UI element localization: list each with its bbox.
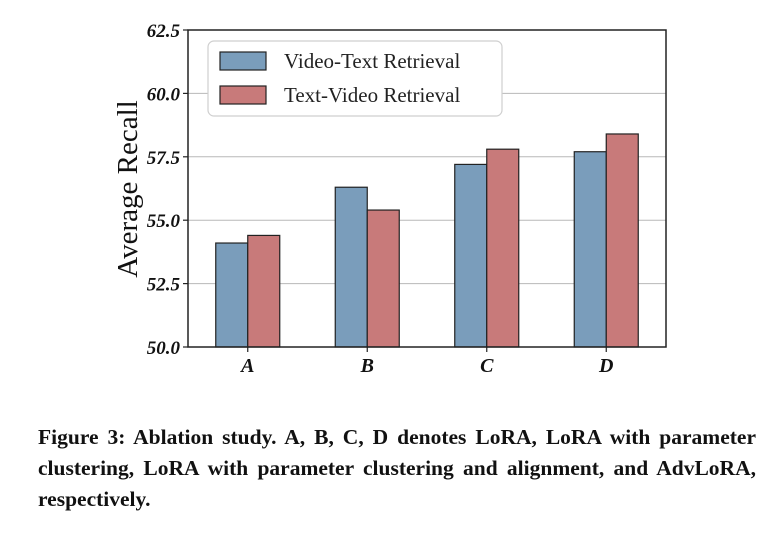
x-tick-label: C: [480, 355, 494, 377]
x-axis-ticks: A B C D: [239, 347, 613, 377]
bar-a-text-video: [247, 234, 281, 348]
x-tick-label: D: [598, 355, 613, 377]
y-tick-label: 55.0: [147, 211, 181, 232]
legend-frame: [207, 40, 503, 117]
bar-chart: 50.0 52.5 55.0 57.5 60.0 62.5 A B C D Average Re…: [112, 21, 667, 377]
figure-caption: Figure 3: Ablation study. A, B, C, D den…: [38, 425, 756, 511]
y-tick-label: 62.5: [147, 21, 181, 42]
legend-label-text-video: Text-Video Retrieval: [284, 83, 460, 107]
legend-label-video-text: Video-Text Retrieval: [284, 49, 460, 73]
bar-d-text-video: [605, 133, 639, 348]
plot-frame: [187, 29, 667, 348]
bar-c-text-video: [486, 148, 520, 348]
legend: Video-Text Retrieval Text-Video Retrieva…: [207, 40, 503, 117]
legend-swatch-text-video: [219, 85, 267, 105]
bar-b-text-video: [366, 209, 400, 348]
bars: [215, 133, 639, 348]
legend-swatch-video-text: [219, 51, 267, 71]
y-axis-ticks: 50.0 52.5 55.0 57.5 60.0 62.5: [147, 21, 188, 359]
y-axis-label: Average Recall: [112, 100, 144, 277]
y-tick-label: 52.5: [147, 275, 181, 296]
y-tick-label: 57.5: [147, 148, 181, 169]
y-tick-label: 60.0: [147, 84, 181, 105]
bar-a-video-text: [215, 242, 249, 348]
bar-b-video-text: [334, 186, 368, 348]
bar-c-video-text: [454, 163, 488, 348]
bar-d-video-text: [573, 151, 607, 348]
x-tick-label: A: [239, 355, 254, 377]
y-tick-label: 50.0: [147, 338, 181, 359]
x-tick-label: B: [360, 355, 374, 377]
